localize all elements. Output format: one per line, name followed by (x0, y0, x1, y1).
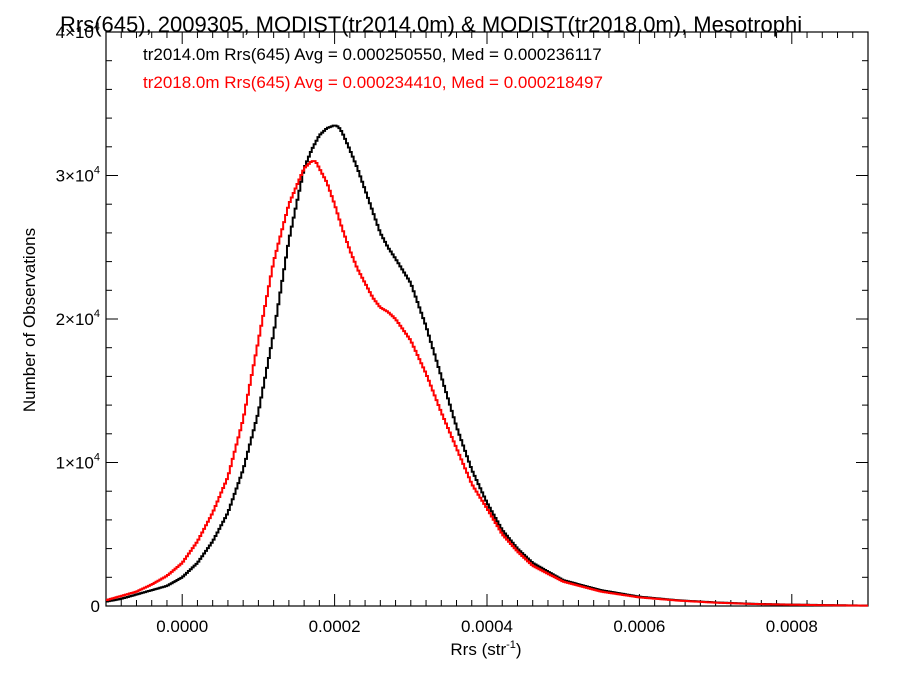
axis-ticks (105, 31, 869, 607)
y-axis-label: Number of Observations (20, 228, 39, 412)
y-tick-exponent: 4 (94, 308, 100, 320)
x-tick-label: 0.0006 (613, 617, 665, 636)
series-line-0 (106, 124, 868, 607)
x-axis-label-exp: -1 (506, 639, 516, 651)
y-tick-label: 4×104 (56, 21, 100, 42)
plot-border (105, 31, 869, 607)
y-tick-exponent: 4 (94, 165, 100, 177)
series-line-1 (106, 160, 868, 607)
y-tick-exponent: 4 (94, 452, 100, 464)
y-tick-mantissa: 3×10 (56, 167, 94, 186)
x-tick-label: 0.0004 (461, 617, 513, 636)
y-tick-mantissa: 1×10 (56, 454, 94, 473)
y-tick-mantissa: 2×10 (56, 310, 94, 329)
series-layer (106, 124, 868, 607)
stats-annotation-1: tr2018.0m Rrs(645) Avg = 0.000234410, Me… (143, 73, 603, 92)
x-axis-label-main: Rrs (str (450, 640, 506, 659)
x-tick-label: 0.0000 (156, 617, 208, 636)
x-axis-label-tail: ) (516, 640, 522, 659)
y-tick-label: 3×104 (56, 165, 100, 186)
stats-annotations: tr2014.0m Rrs(645) Avg = 0.000250550, Me… (143, 45, 603, 92)
y-tick-label: 2×104 (56, 308, 100, 329)
y-tick-mantissa: 0 (91, 597, 100, 616)
plot-frame (105, 31, 869, 607)
y-tick-label: 0 (91, 597, 100, 616)
x-tick-labels: 0.0000 0.0002 0.0004 0.0006 0.0008 (156, 617, 818, 636)
y-tick-mantissa: 4×10 (56, 23, 94, 42)
chart-title: Rrs(645), 2009305, MODIST(tr2014.0m) & M… (60, 12, 802, 37)
x-tick-label: 0.0002 (309, 617, 361, 636)
stats-annotation-0: tr2014.0m Rrs(645) Avg = 0.000250550, Me… (143, 45, 602, 64)
y-tick-exponent: 4 (94, 21, 100, 33)
x-tick-label: 0.0008 (766, 617, 818, 636)
y-tick-label: 1×104 (56, 452, 100, 473)
x-axis-label: Rrs (str-1) (450, 639, 521, 659)
